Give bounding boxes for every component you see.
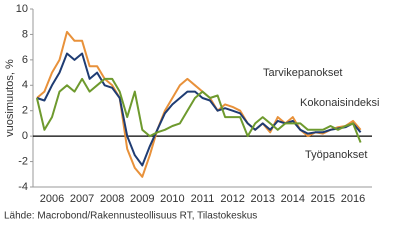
x-tick-label: 2015 bbox=[311, 193, 335, 205]
x-tick-label: 2009 bbox=[130, 193, 154, 205]
chart: vuosimuutos, % Lähde: Macrobond/Rakennus… bbox=[4, 3, 380, 222]
x-tick-label: 2011 bbox=[191, 193, 215, 205]
y-tick-label: 2 bbox=[22, 105, 28, 117]
x-tick-label: 2016 bbox=[341, 193, 365, 205]
source-note: Lähde: Macrobond/Rakennusteollisuus RT, … bbox=[4, 211, 257, 222]
y-tick-label: 8 bbox=[22, 28, 28, 40]
x-tick-label: 2008 bbox=[100, 193, 124, 205]
y-tick-label: 6 bbox=[22, 54, 28, 66]
x-tick-label: 2006 bbox=[40, 193, 64, 205]
series-line bbox=[36, 30, 362, 178]
y-tick-label: 4 bbox=[22, 79, 28, 91]
page: vuosimuutos, % Lähde: Macrobond/Rakennus… bbox=[3, 2, 380, 222]
y-tick-label: 0 bbox=[22, 130, 28, 142]
x-tick-label: 2013 bbox=[250, 193, 274, 205]
x-tick-label: 2010 bbox=[160, 193, 184, 205]
y-tick-label: -4 bbox=[18, 181, 28, 193]
y-axis-label: vuosimuutos, % bbox=[4, 59, 16, 137]
y-tick-label: -2 bbox=[18, 155, 28, 167]
series-label: Tarvikepanokset bbox=[263, 67, 343, 79]
series-label: Kokonaisindeksi bbox=[300, 97, 380, 109]
x-tick-label: 2014 bbox=[281, 193, 305, 205]
series-line bbox=[35, 77, 362, 143]
x-tick-label: 2012 bbox=[220, 193, 244, 205]
y-tick-label: 10 bbox=[16, 3, 28, 15]
series-label: Työpanokset bbox=[305, 149, 367, 161]
x-tick-label: 2007 bbox=[70, 193, 94, 205]
